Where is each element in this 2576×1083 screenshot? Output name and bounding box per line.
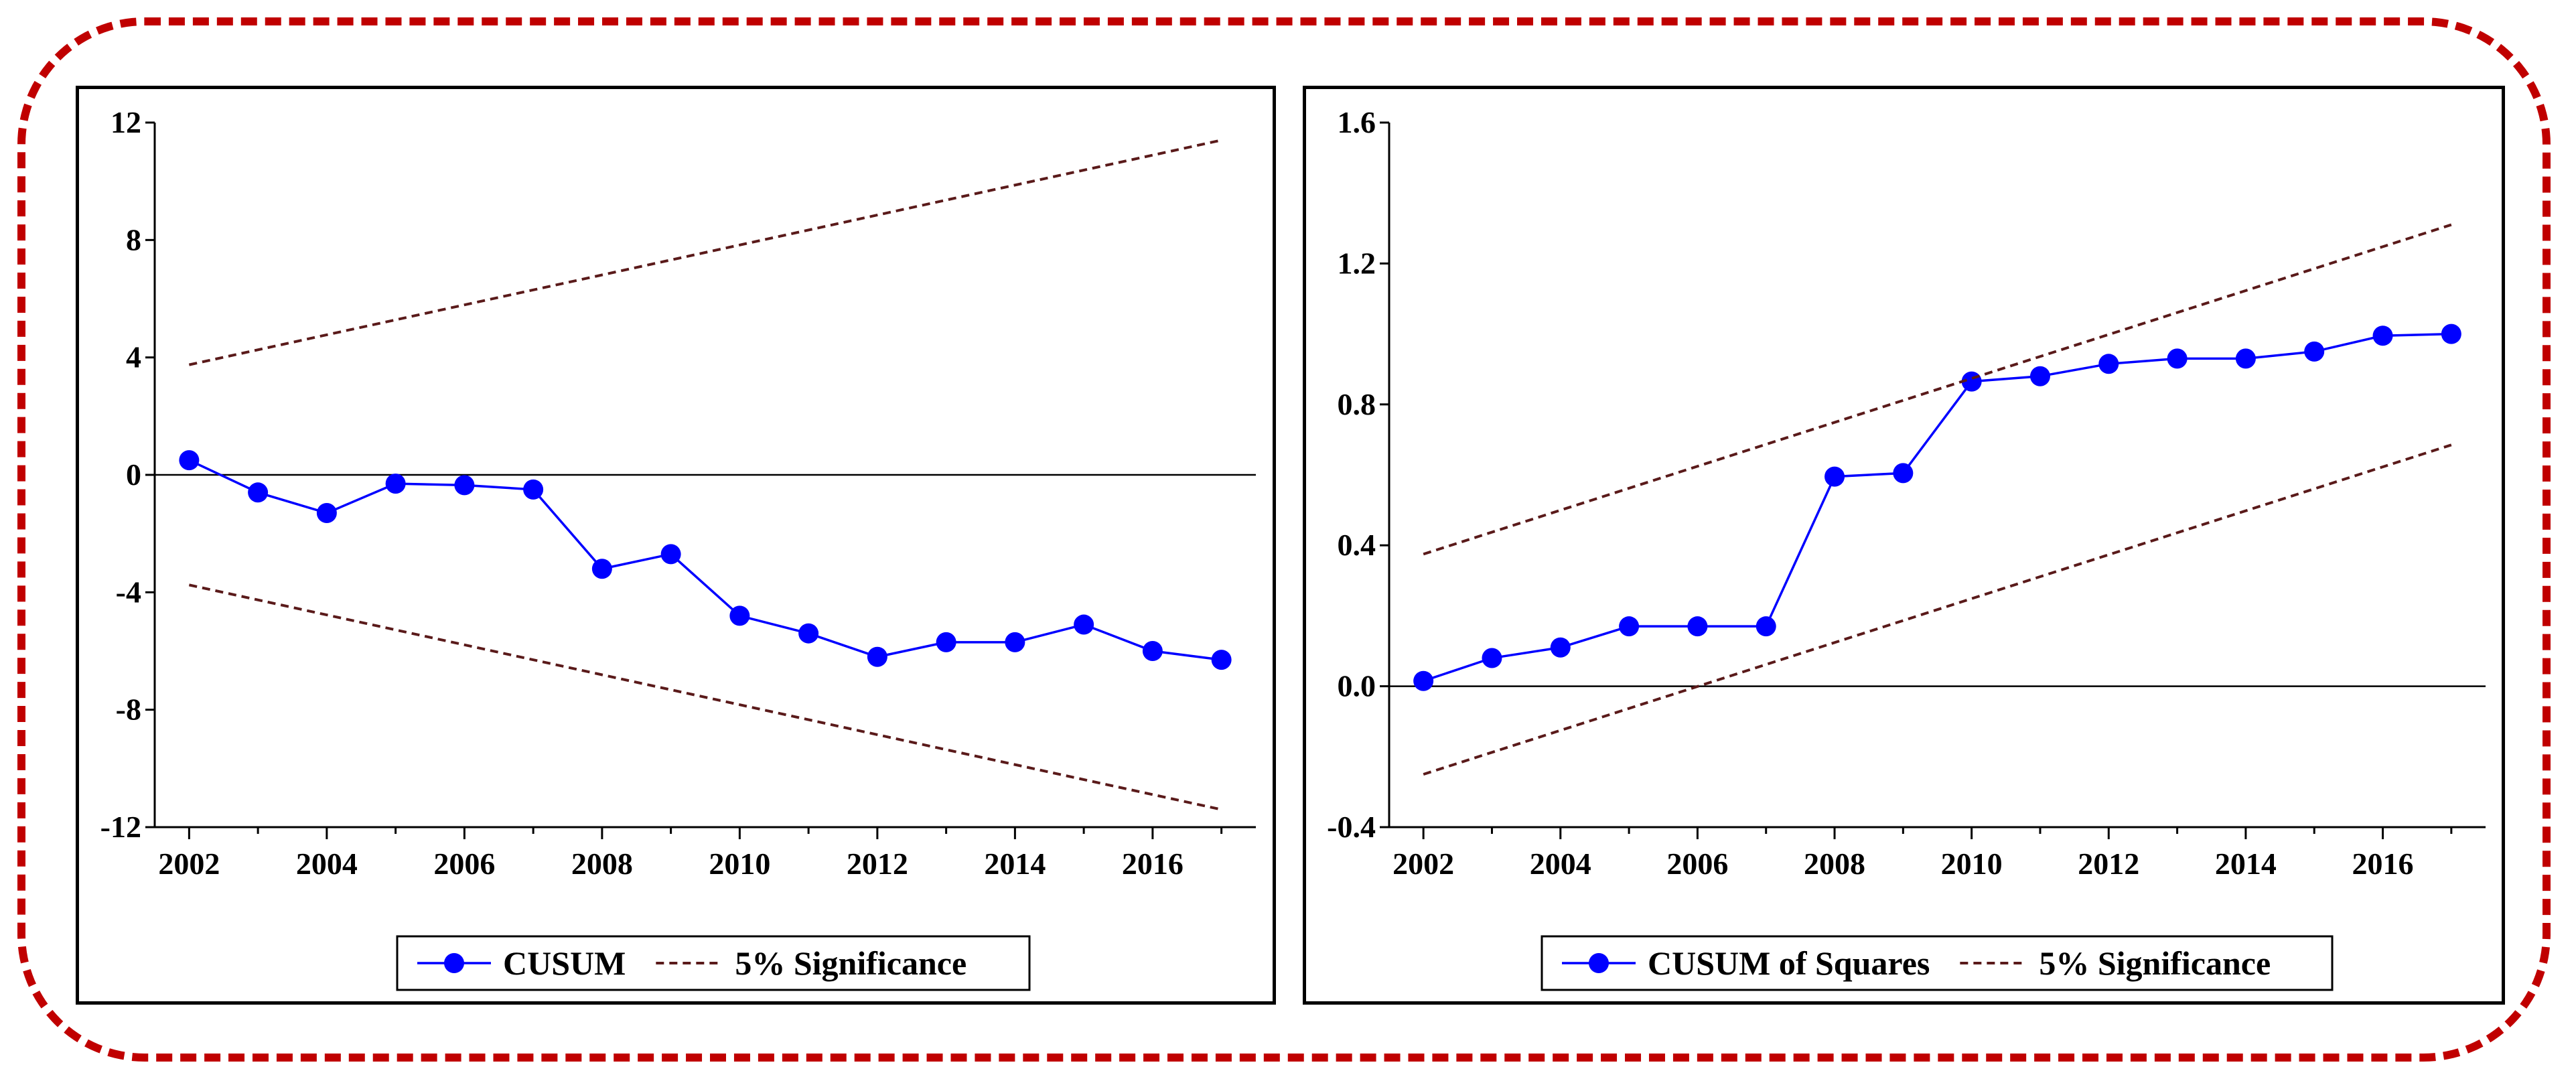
x-tick-label: 2008 xyxy=(571,847,633,881)
y-tick-label: 8 xyxy=(126,222,141,257)
x-tick-label: 2006 xyxy=(433,847,495,881)
y-tick-label: 0.8 xyxy=(1338,387,1376,421)
data-point xyxy=(660,544,681,565)
x-tick-label: 2010 xyxy=(1941,847,2003,881)
data-point xyxy=(1482,648,1502,668)
data-point xyxy=(936,632,956,652)
cusum-chart-panel: -12 -8 -4 0 4 8 12 2002 2004 2006 2008 2010 2012 2014… xyxy=(76,86,1276,1005)
y-tick-label: 0.0 xyxy=(1338,669,1376,703)
cusum-of-squares-chart: -0.4 0.0 0.4 0.8 1.2 1.6 2002 2004 2006 2008 2010 2… xyxy=(1327,105,2486,991)
data-point xyxy=(523,479,544,500)
x-tick-label: 2016 xyxy=(1122,847,1184,881)
data-point xyxy=(2304,341,2325,362)
x-tick-label: 2016 xyxy=(2352,847,2414,881)
y-tick-label: 0 xyxy=(126,457,141,492)
x-tick-label: 2004 xyxy=(1530,847,1591,881)
x-tick-label: 2002 xyxy=(158,847,220,881)
data-point xyxy=(2167,348,2188,369)
y-tick-label: 4 xyxy=(126,340,141,374)
series-line xyxy=(188,459,1222,661)
x-tick-label: 2014 xyxy=(984,847,1046,881)
x-tick-label: 2006 xyxy=(1666,847,1728,881)
legend-box xyxy=(1541,935,2334,991)
data-point xyxy=(179,450,200,471)
data-point xyxy=(591,559,612,579)
legend-significance-label: 5% Significance xyxy=(2039,944,2271,982)
data-point xyxy=(1211,650,1232,670)
lower-significance-line xyxy=(188,583,1222,811)
x-tick-label: 2014 xyxy=(2215,847,2277,881)
data-point xyxy=(1005,632,1025,652)
x-tick-label: 2012 xyxy=(847,847,908,881)
y-tick-label: -0.4 xyxy=(1327,810,1376,844)
cusum-chart: -12 -8 -4 0 4 8 12 2002 2004 2006 2008 2010 2012 2014… xyxy=(100,105,1256,991)
data-point xyxy=(1687,616,1708,637)
cusum-of-squares-chart-panel: -0.4 0.0 0.4 0.8 1.2 1.6 2002 2004 2006 2008 2010 2… xyxy=(1303,86,2505,1005)
data-point xyxy=(2029,366,2050,386)
data-point xyxy=(1142,641,1163,661)
data-point xyxy=(729,605,750,626)
data-point xyxy=(385,474,406,494)
data-point xyxy=(1756,616,1776,637)
lower-significance-line xyxy=(1423,443,2452,776)
x-tick-label: 2010 xyxy=(709,847,770,881)
data-point xyxy=(2235,348,2256,369)
data-point xyxy=(867,646,887,667)
data-point xyxy=(316,502,337,523)
data-point xyxy=(1893,463,1914,484)
legend-box xyxy=(396,935,1031,991)
upper-significance-line xyxy=(188,139,1222,366)
y-tick-label: -4 xyxy=(116,575,141,609)
data-point xyxy=(1824,466,1845,487)
y-tick-label: 1.6 xyxy=(1338,105,1376,139)
legend-series-marker xyxy=(1589,953,1609,973)
y-tick-label: 1.2 xyxy=(1338,246,1376,280)
y-tick-label: 0.4 xyxy=(1338,528,1376,562)
data-point xyxy=(1550,637,1571,658)
x-tick-label: 2012 xyxy=(2078,847,2139,881)
x-tick-label: 2008 xyxy=(1804,847,1865,881)
data-point xyxy=(1413,670,1434,691)
upper-significance-line xyxy=(1423,223,2452,556)
data-point xyxy=(2441,323,2461,344)
legend-series-label: CUSUM of Squares xyxy=(1648,944,1930,982)
legend-significance-label: 5% Significance xyxy=(735,944,967,982)
data-point xyxy=(1074,614,1094,635)
legend-series-marker xyxy=(444,953,464,973)
data-point xyxy=(798,623,819,644)
data-point xyxy=(454,475,475,496)
data-point xyxy=(2372,326,2393,346)
data-point xyxy=(2098,354,2119,374)
x-tick-label: 2004 xyxy=(296,847,358,881)
data-point xyxy=(1619,616,1640,637)
legend-series-label: CUSUM xyxy=(503,944,626,982)
y-tick-label: 12 xyxy=(111,105,141,139)
y-tick-label: -8 xyxy=(116,693,141,727)
data-point xyxy=(248,482,269,503)
y-tick-label: -12 xyxy=(100,810,141,844)
dashed-frame xyxy=(17,17,2551,1062)
x-tick-label: 2002 xyxy=(1392,847,1454,881)
series-line xyxy=(1423,332,2451,682)
